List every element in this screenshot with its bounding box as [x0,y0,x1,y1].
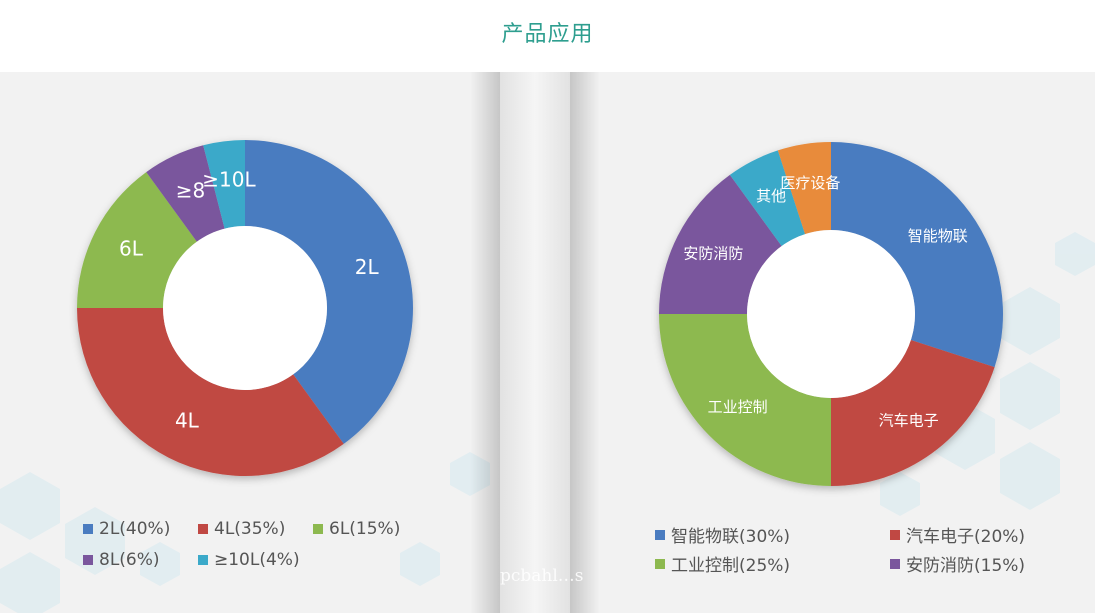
legend-item[interactable]: 智能物联(30%) [655,522,790,547]
legend-swatch [83,524,93,534]
legend-label: 2L(40%) [99,519,171,539]
slice-item-3[interactable] [659,174,782,314]
slice-ge10l-4[interactable] [203,140,245,229]
legend-label: ≥10L(4%) [214,550,300,570]
legend-label: 工业控制(25%) [671,556,791,576]
legend-label: 8L(6%) [99,550,160,570]
legend-swatch [313,524,323,534]
divider-shadow-left [470,72,500,613]
divider-shadow-right [570,72,600,613]
slice-label-ge10l-4: ≥10L [202,168,256,192]
slice-6l-2[interactable] [77,172,197,308]
slice-label-item-2: 工业控制 [708,398,768,416]
watermark: pcbahl…s [500,566,584,586]
legend-swatch [890,529,900,540]
slice-label-6l-2: 6L [119,236,144,260]
legend-item[interactable]: 4L(35%) [198,519,285,539]
legend-swatch [655,558,665,569]
legend-item[interactable]: 工业控制(25%) [655,551,790,576]
legend-item[interactable]: ≥10L(4%) [198,550,300,570]
legend-label: 6L(15%) [329,519,401,539]
page-title: 产品应用 [501,22,594,47]
slice-label-item-0: 智能物联 [908,227,968,245]
slice-label-2l-0: 2L [355,255,380,279]
legend-swatch [655,529,665,540]
panel-divider [500,72,570,613]
legend-item[interactable]: 安防消防(15%) [890,551,1025,576]
slice-label-4l-1: 4L [175,409,200,433]
slice-item-1[interactable] [831,339,995,486]
legend-swatch [890,558,900,569]
slice-2l-0[interactable] [245,140,414,444]
legend-swatch [198,524,208,534]
donut-chart-1 [77,140,414,477]
legend-label: 智能物联(30%) [671,527,791,547]
slice-label-item-4: 其他 [756,187,786,205]
slice-8l-3[interactable] [146,145,225,242]
slice-label-item-1: 汽车电子 [879,411,939,429]
legend-swatch [83,555,93,565]
donut-hole-2 [747,230,915,398]
slice-label-item-3: 安防消防 [683,245,743,263]
legend-item[interactable]: 2L(40%) [83,519,170,539]
legend-label: 安防消防(15%) [906,556,1026,576]
legend-swatch [198,555,208,565]
legend-label: 4L(35%) [214,519,286,539]
slice-item-5[interactable] [777,142,831,235]
slice-item-0[interactable] [831,142,1004,368]
slice-4l-1[interactable] [77,308,344,477]
legend-item[interactable]: 汽车电子(20%) [890,522,1025,547]
legend-item[interactable]: 6L(15%) [313,519,400,539]
slice-label-8l-3: ≥8 [176,179,205,203]
slice-item-2[interactable] [659,314,831,486]
donut-hole-1 [163,226,327,390]
legend-label: 汽车电子(20%) [906,527,1026,547]
legend-item[interactable]: 8L(6%) [83,550,160,570]
slice-label-item-5: 医疗设备 [780,174,840,192]
donut-chart-2 [659,142,1004,486]
slice-item-4[interactable] [729,150,806,247]
